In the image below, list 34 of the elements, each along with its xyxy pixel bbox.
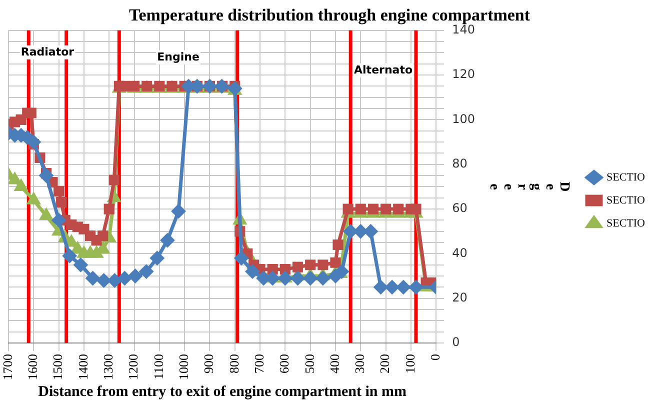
annotation: Engine — [157, 50, 200, 64]
legend-label: SECTIO — [606, 217, 646, 230]
x-tick-label: 1600 — [25, 354, 40, 380]
x-tick-label: 500 — [302, 354, 317, 374]
x-tick-label: 800 — [226, 354, 242, 374]
x-tick-label: 1500 — [50, 354, 66, 380]
y-tick-label: 40 — [452, 246, 468, 260]
y-axis-title: Degree — [486, 182, 572, 192]
x-tick-label: 900 — [201, 354, 216, 374]
x-tick-label: 1200 — [126, 354, 141, 380]
x-tick-label: 1400 — [75, 354, 90, 380]
chart-title: Temperature distribution through engine compartment — [128, 6, 530, 25]
y-tick-label: 120 — [452, 67, 475, 82]
annotation: Radiator — [20, 45, 75, 58]
x-tick-label: 100 — [402, 354, 418, 374]
x-tick-label: 700 — [251, 354, 266, 374]
x-tick-label: 1100 — [150, 354, 166, 380]
x-axis-title: Distance from entry to exit of engine compartment in mm — [38, 384, 407, 400]
x-tick-label: 1000 — [176, 354, 191, 380]
y-tick-label: 20 — [452, 290, 468, 304]
x-tick-label: 0 — [428, 354, 443, 360]
x-tick-label: 1700 — [0, 354, 15, 380]
y-tick-label: 100 — [452, 112, 475, 126]
legend-label: SECTIO — [606, 171, 646, 184]
y-tick-label: 60 — [452, 201, 468, 216]
x-tick-label: 600 — [276, 354, 292, 374]
x-tick-label: 200 — [377, 354, 392, 374]
x-tick-label: 400 — [326, 354, 342, 374]
x-tick-label: 300 — [352, 354, 368, 374]
y-tick-label: 0 — [452, 335, 460, 350]
annotation: Alternato — [354, 63, 413, 76]
legend-label: SECTIO — [606, 194, 646, 206]
x-tick-label: 1300 — [100, 354, 116, 380]
y-tick-label: 80 — [452, 156, 468, 170]
